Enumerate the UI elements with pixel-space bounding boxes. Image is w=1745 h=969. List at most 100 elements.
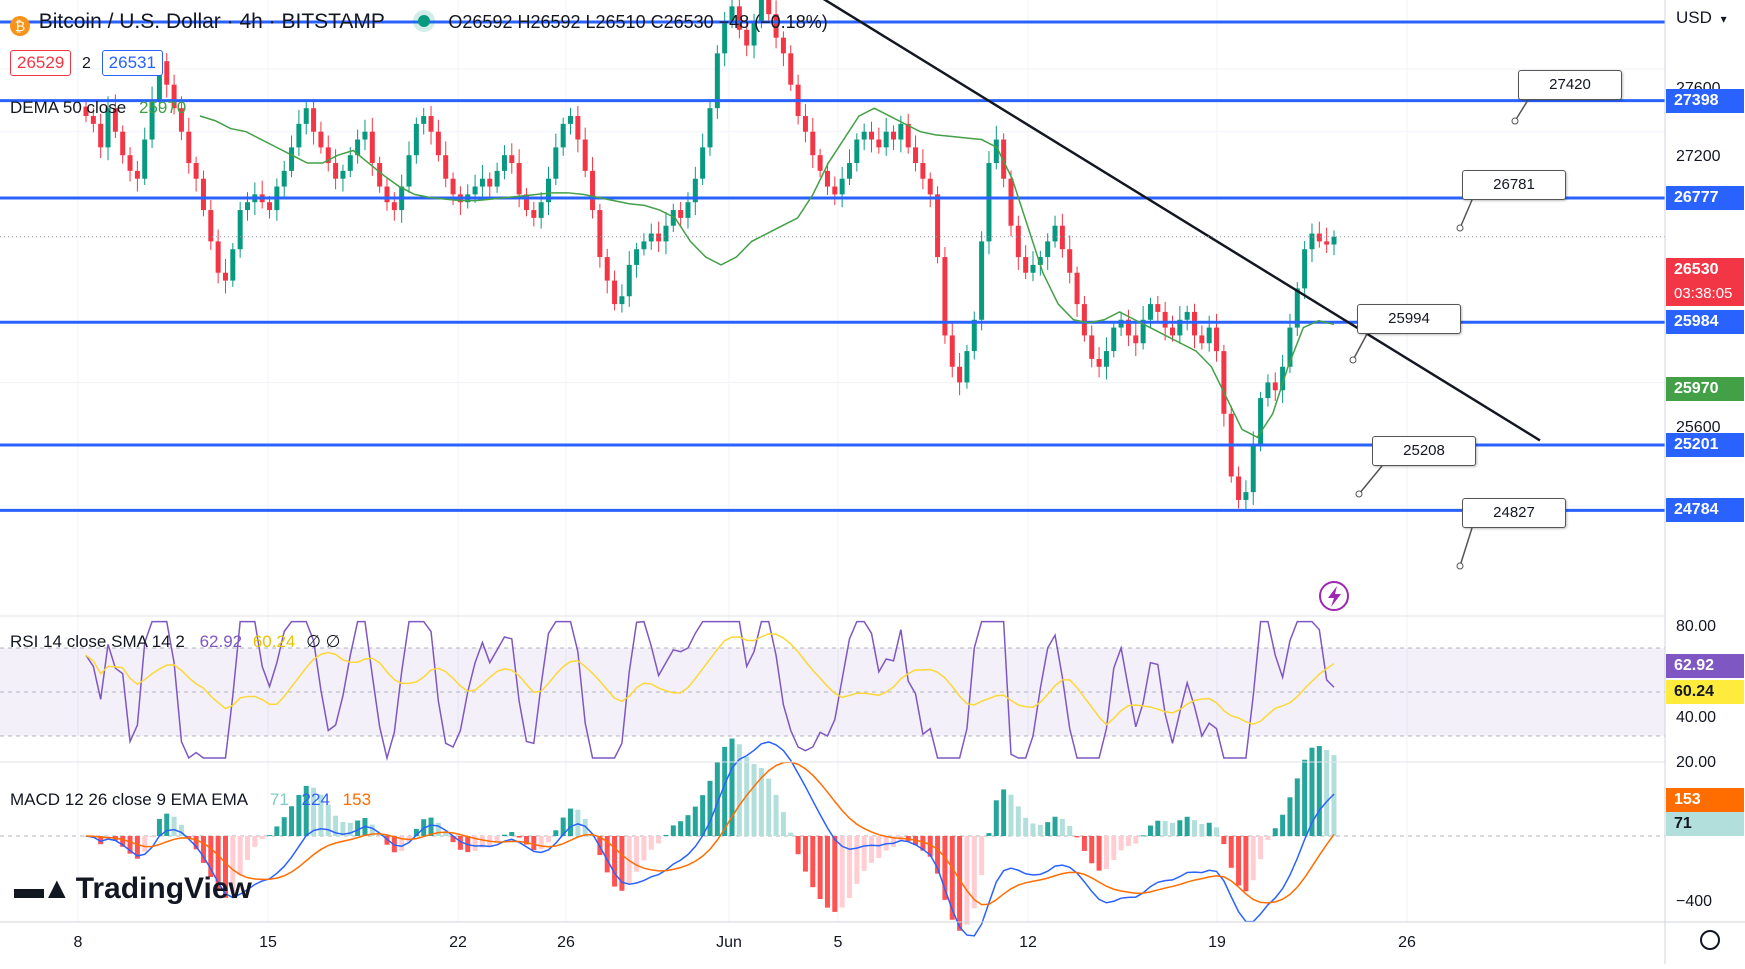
candle[interactable] [149, 86, 155, 148]
candle[interactable] [839, 166, 845, 208]
candle[interactable] [413, 117, 419, 164]
candle[interactable] [1236, 466, 1242, 509]
candle[interactable] [274, 178, 280, 221]
candle[interactable] [311, 100, 317, 145]
candle[interactable] [105, 96, 111, 161]
candle[interactable] [891, 125, 897, 151]
candle[interactable] [1280, 354, 1286, 404]
candle[interactable] [986, 151, 992, 255]
candle[interactable] [1177, 305, 1183, 344]
dema-legend[interactable]: DEMA 50 close 25970 [10, 98, 186, 118]
candle[interactable] [634, 242, 640, 278]
candle[interactable] [215, 229, 221, 284]
candle[interactable] [846, 149, 852, 185]
candle[interactable] [501, 145, 507, 180]
candle[interactable] [1331, 230, 1337, 256]
macd-legend[interactable]: MACD 12 26 close 9 EMA EMA 71 224 153 [10, 790, 371, 810]
candle[interactable] [1250, 431, 1256, 505]
candle[interactable] [626, 251, 632, 307]
candle[interactable] [1023, 245, 1029, 280]
candle[interactable] [641, 233, 647, 256]
candle[interactable] [1067, 235, 1073, 284]
ask-price[interactable]: 26531 [101, 50, 163, 76]
candle[interactable] [479, 164, 485, 198]
candle[interactable] [200, 170, 206, 217]
candle[interactable] [707, 101, 713, 156]
candle[interactable] [1155, 295, 1161, 323]
candle[interactable] [736, 0, 742, 39]
candle[interactable] [678, 201, 684, 227]
candle[interactable] [575, 105, 581, 153]
candle[interactable] [465, 184, 471, 209]
candle[interactable] [832, 176, 838, 206]
candle[interactable] [876, 127, 882, 154]
candle[interactable] [1015, 215, 1021, 270]
candle[interactable] [127, 147, 133, 182]
candle[interactable] [281, 160, 287, 200]
candle[interactable] [1045, 233, 1051, 270]
candle[interactable] [259, 180, 265, 209]
candle[interactable] [164, 53, 170, 98]
candle[interactable] [193, 156, 199, 192]
candle[interactable] [971, 311, 977, 360]
candle[interactable] [494, 162, 500, 193]
candle[interactable] [289, 135, 295, 178]
candle[interactable] [590, 157, 596, 219]
candle[interactable] [869, 121, 875, 153]
currency-selector[interactable]: USD ▾ [1676, 8, 1727, 28]
candle[interactable] [780, 31, 786, 67]
candle[interactable] [406, 141, 412, 193]
candle[interactable] [824, 162, 830, 196]
bid-price[interactable]: 26529 [10, 50, 72, 76]
candle[interactable] [1008, 170, 1014, 237]
candle[interactable] [1133, 323, 1139, 357]
candle[interactable] [957, 352, 963, 396]
symbol-title[interactable]: Bitcoin / U.S. Dollar · 4h · BITSTAMP [38, 10, 385, 33]
price-callout[interactable]: 26781 [1462, 170, 1566, 200]
candle[interactable] [1052, 215, 1058, 248]
candle[interactable] [171, 74, 177, 115]
candle[interactable] [553, 133, 559, 185]
price-callout[interactable]: 27420 [1518, 70, 1622, 100]
price-callout[interactable]: 25208 [1372, 436, 1476, 466]
candle[interactable] [670, 203, 676, 232]
candle[interactable] [523, 188, 529, 217]
candle[interactable] [120, 125, 126, 164]
candle[interactable] [663, 211, 669, 255]
candle[interactable] [1081, 295, 1087, 342]
candle[interactable] [1169, 315, 1175, 342]
candle[interactable] [384, 178, 390, 211]
candle[interactable] [435, 119, 441, 162]
candle[interactable] [1316, 221, 1322, 248]
candle[interactable] [604, 248, 610, 294]
candle[interactable] [208, 200, 214, 250]
candle[interactable] [303, 101, 309, 135]
candle[interactable] [1111, 321, 1117, 358]
candle[interactable] [1221, 344, 1227, 427]
candle[interactable] [1272, 372, 1278, 401]
candle[interactable] [854, 133, 860, 172]
tradingview-logo[interactable]: ▬▲ TradingView [14, 872, 252, 906]
candle[interactable] [1258, 391, 1264, 452]
candle[interactable] [927, 172, 933, 208]
candle[interactable] [648, 223, 654, 250]
candle[interactable] [421, 107, 427, 135]
candle[interactable] [487, 172, 493, 200]
candle[interactable] [773, 0, 779, 49]
candle[interactable] [1089, 325, 1095, 368]
candle[interactable] [802, 104, 808, 143]
candle[interactable] [597, 203, 603, 268]
candle[interactable] [318, 121, 324, 154]
candle[interactable] [1074, 266, 1080, 317]
candle[interactable] [296, 110, 302, 156]
price-callout[interactable]: 25994 [1357, 304, 1461, 334]
candle[interactable] [582, 127, 588, 178]
lightning-icon[interactable] [1319, 581, 1349, 611]
candle[interactable] [509, 143, 515, 174]
candle[interactable] [949, 323, 955, 378]
rsi-legend[interactable]: RSI 14 close SMA 14 2 62.92 60.24 ∅ ∅ [10, 632, 340, 652]
candle[interactable] [979, 231, 985, 331]
symbol-legend[interactable]: ₿ Bitcoin / U.S. Dollar · 4h · BITSTAMP … [10, 10, 828, 36]
candle[interactable] [1324, 227, 1330, 253]
